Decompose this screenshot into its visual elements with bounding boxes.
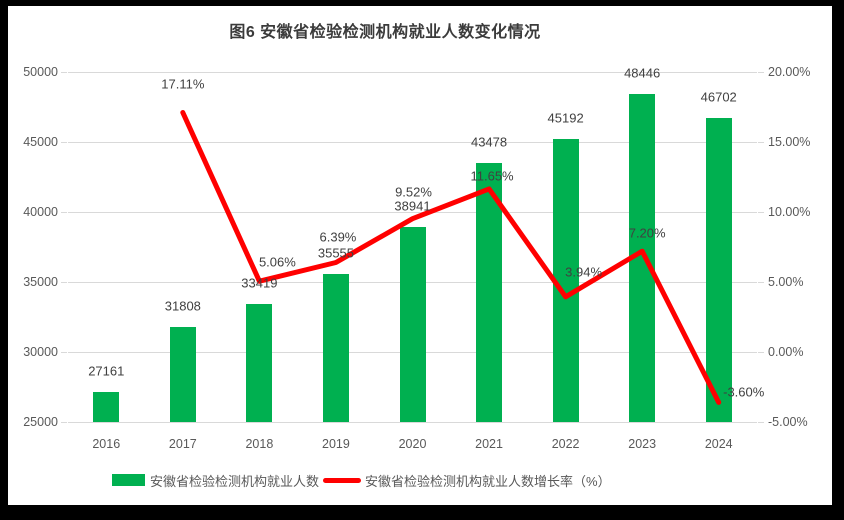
bar-value-label: 35555	[317, 245, 355, 261]
bar-2024	[705, 118, 732, 422]
x-axis-label: 2019	[322, 437, 350, 451]
legend-line-label: 安徽省检验检测机构就业人数增长率（%）	[365, 473, 611, 489]
chart-title: 图6 安徽省检验检测机构就业人数变化情况	[229, 24, 541, 41]
x-axis-label: 2020	[398, 437, 427, 451]
left-axis-label: 25000	[23, 415, 58, 429]
right-axis-tick	[758, 351, 764, 353]
growth-rate-label: 3.94%	[565, 264, 603, 280]
left-axis-label: 45000	[23, 135, 58, 149]
left-axis-tick	[61, 421, 67, 423]
right-axis-label: 10.00%	[768, 205, 811, 219]
right-axis-tick	[758, 71, 764, 73]
growth-rate-label: 6.39%	[319, 229, 357, 245]
legend-line-swatch-icon	[323, 477, 362, 483]
x-axis-label: 2023	[628, 437, 657, 451]
left-axis-tick	[61, 281, 67, 283]
bar-value-label: 27161	[88, 363, 125, 379]
bar-value-label: 31808	[164, 298, 201, 314]
bar-value-label: 43478	[470, 134, 508, 150]
left-axis-tick	[61, 211, 67, 213]
legend: 安徽省检验检测机构就业人数 安徽省检验检测机构就业人数增长率（%）	[112, 472, 611, 489]
x-axis-label: 2017	[168, 437, 197, 451]
right-axis-tick	[758, 211, 764, 213]
right-axis-label: 0.00%	[768, 345, 804, 359]
gridline	[68, 71, 757, 73]
right-axis-tick	[758, 421, 764, 423]
bar-2023	[629, 93, 656, 422]
right-axis-tick	[758, 281, 764, 283]
bar-2021	[476, 163, 503, 422]
legend-bar-label: 安徽省检验检测机构就业人数	[150, 473, 320, 489]
right-axis-label: -5.00%	[768, 415, 808, 429]
right-axis-label: 15.00%	[768, 135, 811, 149]
growth-rate-label: 7.20%	[628, 225, 666, 241]
bar-2017	[169, 326, 196, 422]
bar-value-label: 45192	[547, 110, 584, 126]
right-axis-label: 20.00%	[768, 65, 811, 79]
x-axis-label: 2021	[475, 437, 503, 451]
right-axis-tick	[758, 141, 764, 143]
bar-value-label: 46702	[700, 89, 737, 105]
x-axis-label: 2016	[92, 437, 121, 451]
gridline	[68, 421, 757, 423]
left-axis-tick	[61, 141, 67, 143]
left-axis-label: 40000	[23, 205, 58, 219]
bar-2019	[322, 274, 349, 422]
left-axis-tick	[61, 71, 67, 73]
left-axis-label: 30000	[23, 345, 58, 359]
bar-2016	[93, 391, 120, 422]
x-axis-label: 2024	[704, 437, 733, 451]
growth-rate-label: 5.06%	[258, 254, 296, 270]
legend-bar-swatch-icon	[112, 474, 145, 486]
growth-rate-label: 11.65%	[470, 168, 514, 184]
growth-rate-label: 17.11%	[161, 76, 205, 92]
bar-value-label: 38941	[394, 198, 431, 214]
left-axis-label: 50000	[23, 65, 58, 79]
bar-2022	[552, 139, 579, 422]
left-axis-tick	[61, 351, 67, 353]
bar-value-label: 33419	[241, 275, 278, 291]
x-axis-label: 2022	[551, 437, 580, 451]
growth-rate-label: -3.60%	[723, 384, 765, 400]
growth-rate-label: 9.52%	[395, 184, 432, 200]
right-axis-label: 5.00%	[768, 275, 804, 289]
bar-2020	[399, 226, 426, 422]
x-axis-label: 2018	[245, 437, 274, 451]
left-axis-label: 35000	[23, 275, 58, 289]
bar-2018	[246, 304, 273, 422]
bar-value-label: 48446	[624, 65, 661, 81]
